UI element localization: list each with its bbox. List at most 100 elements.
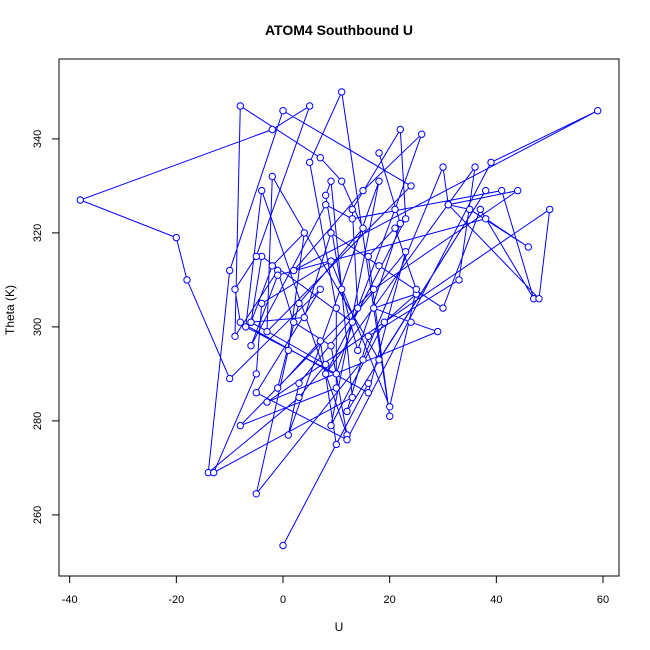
data-point	[316, 154, 324, 162]
data-point	[290, 266, 298, 275]
data-point	[364, 252, 372, 261]
data-point	[386, 403, 394, 411]
data-point	[322, 191, 330, 200]
data-point	[295, 379, 303, 387]
data-point	[247, 342, 255, 350]
data-point	[380, 318, 388, 326]
data-point	[306, 158, 314, 167]
data-point	[471, 163, 479, 171]
y-tick-label: 280	[32, 412, 44, 430]
data-series-layer	[76, 88, 602, 550]
data-point	[359, 224, 367, 232]
data-point	[210, 468, 218, 477]
data-point	[338, 285, 346, 293]
data-point	[407, 318, 415, 326]
data-point	[482, 186, 490, 195]
data-point	[226, 374, 234, 383]
data-point	[252, 389, 260, 397]
data-point	[375, 356, 383, 364]
data-point	[172, 233, 181, 242]
data-point	[370, 304, 378, 312]
data-point	[295, 299, 303, 308]
data-point	[370, 285, 378, 293]
data-point	[322, 360, 330, 369]
data-point	[258, 299, 266, 308]
data-point	[354, 304, 362, 312]
data-point	[407, 182, 415, 190]
data-point	[338, 177, 346, 185]
data-point	[476, 205, 484, 214]
data-point	[258, 186, 266, 195]
series-line	[78, 90, 598, 546]
y-tick-label: 340	[32, 130, 44, 148]
data-point	[290, 318, 298, 326]
data-point	[594, 107, 602, 115]
x-tick-label: 0	[280, 594, 286, 606]
data-point	[332, 370, 340, 378]
data-point	[402, 215, 410, 223]
x-axis: -40 -20 0 20 40 60	[62, 575, 609, 606]
data-point	[327, 421, 335, 430]
y-axis-label: Theta (K)	[3, 285, 17, 335]
data-point	[332, 384, 340, 392]
data-point	[274, 384, 282, 392]
data-point	[514, 186, 522, 195]
data-point	[402, 248, 410, 256]
data-point	[316, 285, 324, 293]
data-point	[535, 295, 543, 303]
data-point	[332, 440, 340, 449]
y-axis: 260 280 300 320 340	[32, 130, 60, 524]
data-point	[434, 327, 442, 336]
data-point	[316, 337, 324, 345]
data-point	[252, 252, 260, 261]
data-point	[359, 186, 367, 195]
x-tick-label: 60	[597, 594, 609, 606]
data-point	[242, 323, 250, 331]
data-point	[231, 285, 239, 293]
data-point	[364, 332, 372, 340]
x-tick-label: -40	[62, 594, 78, 606]
data-point	[327, 342, 335, 350]
data-point	[268, 172, 276, 181]
data-point	[226, 266, 234, 275]
x-tick-label: -20	[168, 594, 184, 606]
data-point	[386, 412, 394, 420]
data-point	[444, 201, 452, 209]
data-point	[348, 393, 356, 402]
data-point	[327, 177, 335, 185]
data-point	[252, 490, 260, 498]
data-point	[375, 149, 383, 157]
data-point	[348, 318, 356, 326]
data-point	[322, 370, 330, 378]
data-point	[236, 102, 245, 110]
data-point	[546, 205, 554, 214]
data-point	[274, 271, 282, 279]
y-tick-label: 300	[32, 318, 44, 336]
data-point	[364, 379, 372, 387]
data-point	[439, 163, 447, 171]
x-axis-label: U	[335, 620, 344, 634]
data-point	[354, 346, 362, 355]
data-point	[279, 107, 287, 115]
data-point	[396, 125, 404, 134]
data-point	[231, 332, 239, 340]
data-point	[268, 125, 276, 134]
data-point	[364, 389, 372, 397]
data-point	[375, 177, 383, 185]
data-point	[300, 229, 308, 237]
data-point	[455, 276, 463, 284]
data-point	[252, 370, 260, 378]
data-point	[300, 313, 308, 322]
data-point	[268, 262, 276, 270]
data-point	[263, 327, 271, 336]
data-point	[279, 541, 287, 550]
data-point	[327, 229, 335, 237]
data-point	[263, 398, 271, 406]
data-point	[498, 186, 506, 195]
data-point	[391, 224, 399, 232]
data-point	[412, 285, 420, 293]
data-point	[332, 304, 340, 312]
data-point	[396, 219, 404, 228]
data-point	[338, 88, 346, 96]
